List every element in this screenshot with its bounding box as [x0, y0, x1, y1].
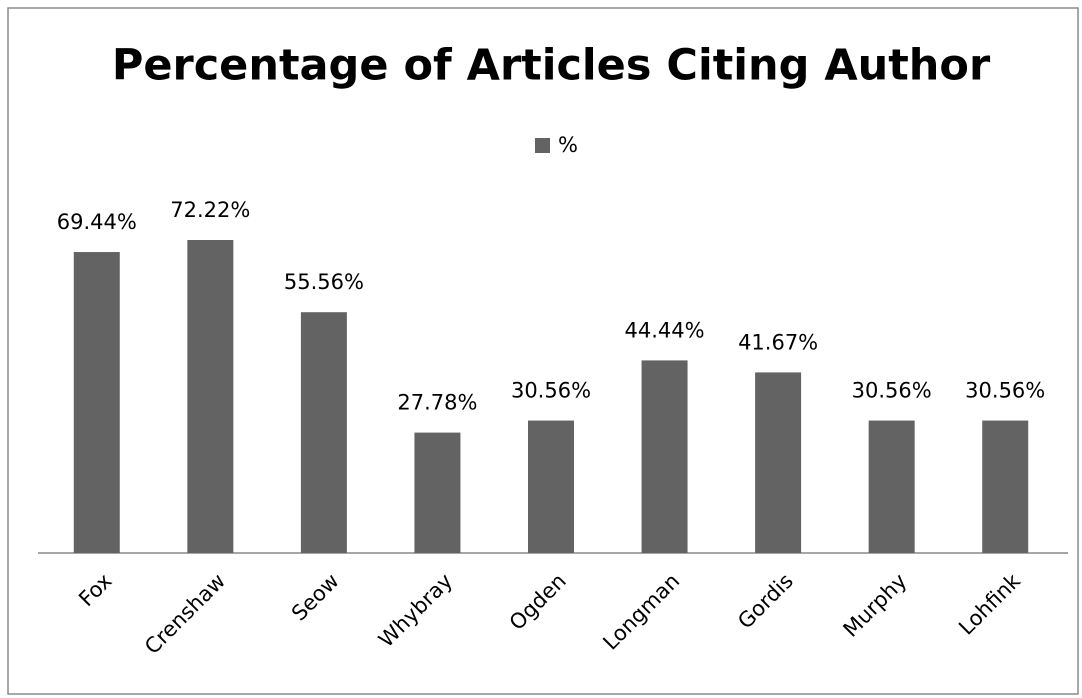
data-label: 69.44% [57, 210, 137, 234]
bar [414, 432, 461, 553]
bar [187, 240, 234, 553]
data-label: 44.44% [625, 318, 705, 342]
bar [300, 312, 347, 553]
data-label: 27.78% [397, 391, 477, 415]
data-label: 30.56% [965, 379, 1045, 403]
data-label: 55.56% [284, 270, 364, 294]
bar [868, 420, 915, 553]
bar [982, 420, 1029, 553]
data-label: 30.56% [852, 379, 932, 403]
legend-swatch [535, 138, 550, 153]
legend-label: % [558, 133, 578, 157]
chart-title: Percentage of Articles Citing Author [112, 41, 991, 91]
data-label: 30.56% [511, 379, 591, 403]
bar [641, 360, 688, 553]
chart-border [7, 7, 1079, 695]
bar [528, 420, 574, 553]
data-label: 72.22% [170, 198, 250, 222]
bar [73, 252, 120, 553]
bar [755, 372, 802, 553]
data-label: 41.67% [738, 330, 818, 354]
